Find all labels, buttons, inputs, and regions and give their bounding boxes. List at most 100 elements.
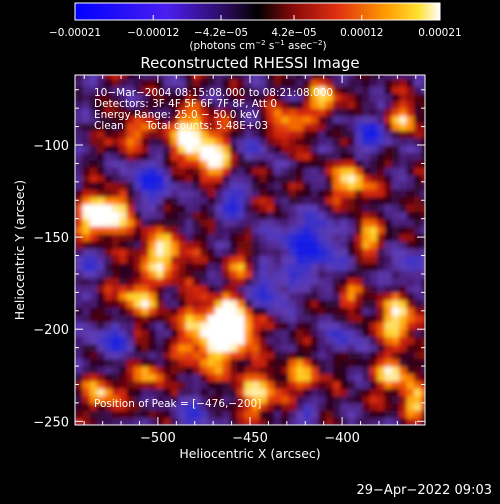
- heatmap-cell: [332, 115, 341, 124]
- heatmap-cell: [229, 255, 238, 264]
- heatmap-cell: [185, 196, 194, 205]
- heatmap-cell: [111, 314, 120, 323]
- heatmap-cell: [170, 395, 179, 404]
- heatmap-cell: [163, 159, 172, 168]
- heatmap-cell: [266, 167, 275, 176]
- heatmap-cell: [288, 233, 297, 242]
- heatmap-cell: [406, 417, 415, 425]
- heatmap-cell: [406, 255, 415, 264]
- heatmap-cell: [229, 218, 238, 227]
- heatmap-cell: [222, 314, 231, 323]
- heatmap-cell: [421, 93, 425, 102]
- heatmap-cell: [318, 329, 327, 338]
- heatmap-cell: [377, 226, 386, 235]
- heatmap-cell: [332, 248, 341, 257]
- heatmap-cell: [97, 159, 106, 168]
- heatmap-cell: [406, 402, 415, 411]
- heatmap-cell: [377, 152, 386, 161]
- heatmap-cell: [318, 240, 327, 249]
- heatmap-cell: [384, 299, 393, 308]
- heatmap-cell: [222, 321, 231, 330]
- heatmap-cell: [229, 86, 238, 95]
- heatmap-cell: [104, 321, 113, 330]
- heatmap-cell: [413, 181, 422, 190]
- heatmap-cell: [413, 351, 422, 360]
- heatmap-cell: [126, 255, 135, 264]
- heatmap-cell: [347, 329, 356, 338]
- heatmap-cell: [141, 270, 150, 279]
- heatmap-cell: [111, 410, 120, 419]
- heatmap-cell: [355, 203, 363, 212]
- heatmap-cell: [97, 122, 106, 131]
- heatmap-cell: [215, 410, 223, 419]
- heatmap-cell: [185, 137, 194, 146]
- heatmap-cell: [273, 196, 282, 205]
- heatmap-cell: [75, 402, 83, 411]
- heatmap-cell: [391, 86, 400, 95]
- heatmap-cell: [332, 100, 341, 109]
- heatmap-cell: [273, 108, 282, 117]
- heatmap-cell: [406, 145, 415, 153]
- heatmap-cell: [163, 321, 172, 330]
- heatmap-cell: [237, 181, 246, 190]
- heatmap-cell: [259, 388, 268, 397]
- heatmap-cell: [332, 402, 341, 411]
- heatmap-cell: [148, 115, 157, 124]
- heatmap-cell: [273, 122, 282, 131]
- heatmap-cell: [141, 75, 150, 80]
- heatmap-cell: [377, 321, 386, 330]
- heatmap-cell: [163, 262, 172, 271]
- heatmap-cell: [384, 307, 393, 316]
- heatmap-cell: [251, 181, 260, 190]
- heatmap-cell: [207, 86, 216, 95]
- heatmap-cell: [362, 307, 371, 316]
- heatmap-cell: [222, 329, 231, 338]
- heatmap-cell: [207, 75, 216, 80]
- heatmap-cell: [141, 388, 150, 397]
- heatmap-cell: [178, 145, 187, 153]
- heatmap-cell: [192, 100, 201, 109]
- heatmap-cell: [296, 203, 305, 212]
- heatmap-cell: [362, 130, 371, 139]
- heatmap-cell: [413, 100, 422, 109]
- heatmap-cell: [104, 351, 113, 360]
- heatmap-cell: [82, 145, 91, 153]
- heatmap-cell: [273, 86, 282, 95]
- heatmap-cell: [222, 100, 231, 109]
- heatmap-cell: [133, 78, 142, 87]
- heatmap-cell: [244, 78, 253, 87]
- heatmap-cell: [185, 285, 194, 293]
- heatmap-cell: [104, 395, 113, 404]
- heatmap-cell: [207, 321, 216, 330]
- heatmap-cell: [244, 314, 253, 323]
- heatmap-cell: [259, 167, 268, 176]
- heatmap-cell: [332, 211, 341, 220]
- heatmap-cell: [369, 351, 378, 360]
- heatmap-cell: [207, 240, 216, 249]
- heatmap-cell: [141, 402, 150, 411]
- heatmap-cell: [296, 417, 305, 425]
- heatmap-cell: [384, 240, 393, 249]
- heatmap-cell: [97, 410, 106, 419]
- heatmap-cell: [200, 285, 209, 293]
- heatmap-cell: [421, 255, 425, 264]
- heatmap-cell: [97, 196, 106, 205]
- colorbar-tick-label: 4.2e−05: [271, 27, 316, 39]
- heatmap-cell: [303, 122, 312, 131]
- heatmap-cell: [406, 240, 415, 249]
- heatmap-cell: [192, 189, 201, 198]
- heatmap-cell: [170, 159, 179, 168]
- heatmap-cell: [273, 388, 282, 397]
- heatmap-cell: [296, 137, 305, 146]
- heatmap-cell: [391, 277, 400, 286]
- heatmap-cell: [310, 189, 319, 198]
- heatmap-cell: [192, 167, 201, 176]
- heatmap-cell: [399, 233, 408, 242]
- heatmap-cell: [266, 366, 275, 375]
- heatmap-cell: [75, 410, 83, 419]
- heatmap-cell: [75, 388, 83, 397]
- heatmap-cell: [318, 285, 327, 293]
- heatmap-cell: [377, 130, 386, 139]
- heatmap-cell: [288, 417, 297, 425]
- heatmap-cell: [156, 100, 165, 109]
